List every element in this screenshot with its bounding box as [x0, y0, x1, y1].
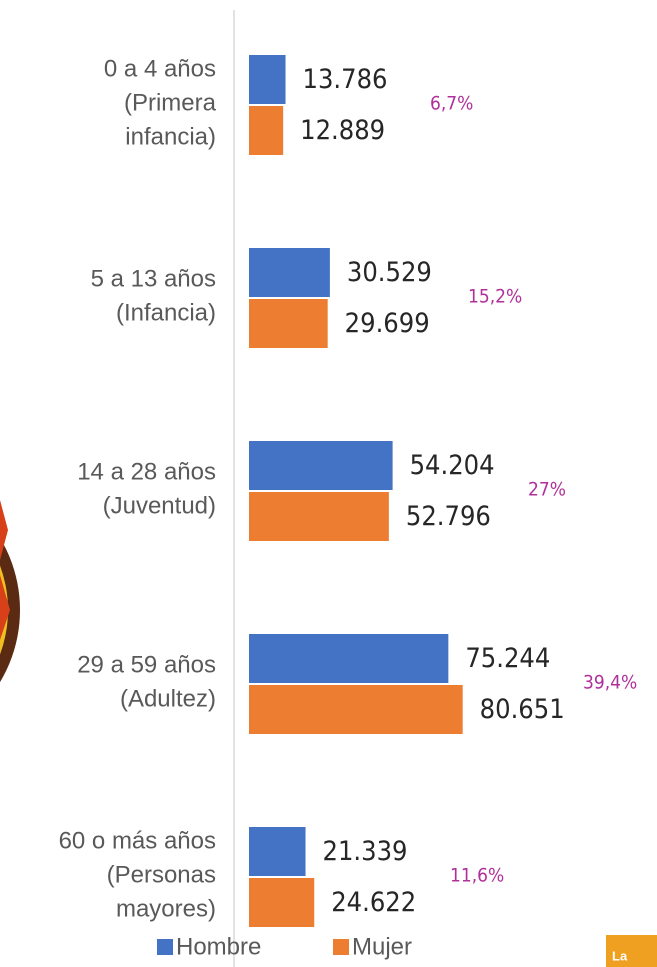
category-label: (Primera: [124, 89, 217, 116]
value-label: 75.244: [465, 643, 550, 674]
bar: [249, 634, 448, 683]
legend-label: Mujer: [352, 933, 412, 960]
legend-swatch: [333, 939, 349, 955]
share-label: 11,6%: [450, 865, 504, 887]
value-label: 13.786: [303, 64, 388, 95]
category-label: mayores): [116, 895, 216, 922]
bar: [249, 106, 283, 155]
category-label: (Juventud): [103, 492, 216, 519]
bar: [249, 299, 328, 348]
value-label: 80.651: [480, 694, 565, 725]
category-label: 60 o más años: [59, 827, 216, 854]
bar: [249, 441, 393, 490]
share-label: 27%: [528, 479, 566, 501]
value-label: 12.889: [300, 115, 385, 146]
value-label: 54.204: [410, 450, 495, 481]
category-label: (Adultez): [120, 685, 216, 712]
category-label: (Personas: [107, 861, 216, 888]
bar: [249, 685, 463, 734]
category-label: 29 a 59 años: [77, 651, 216, 678]
category-label: 0 a 4 años: [104, 55, 216, 82]
value-label: 21.339: [323, 836, 408, 867]
legend-label: Hombre: [176, 933, 261, 960]
value-label: 29.699: [345, 308, 430, 339]
value-label: 24.622: [331, 887, 416, 918]
share-label: 15,2%: [468, 286, 522, 308]
legend-swatch: [157, 939, 173, 955]
bar: [249, 827, 306, 876]
category-label: 14 a 28 años: [77, 458, 216, 485]
category-label: infancia): [125, 123, 216, 150]
bar: [249, 492, 389, 541]
bar: [249, 55, 286, 104]
bar: [249, 248, 330, 297]
svg-text:La: La: [612, 948, 628, 963]
bar: [249, 878, 314, 927]
share-label: 39,4%: [583, 672, 637, 694]
share-label: 6,7%: [430, 93, 473, 115]
category-label: 5 a 13 años: [91, 265, 216, 292]
category-label: (Infancia): [116, 299, 216, 326]
value-label: 52.796: [406, 501, 491, 532]
value-label: 30.529: [347, 257, 432, 288]
chart: La 0 a 4 años (Primera infancia) 13.786 12.8…: [0, 0, 657, 967]
